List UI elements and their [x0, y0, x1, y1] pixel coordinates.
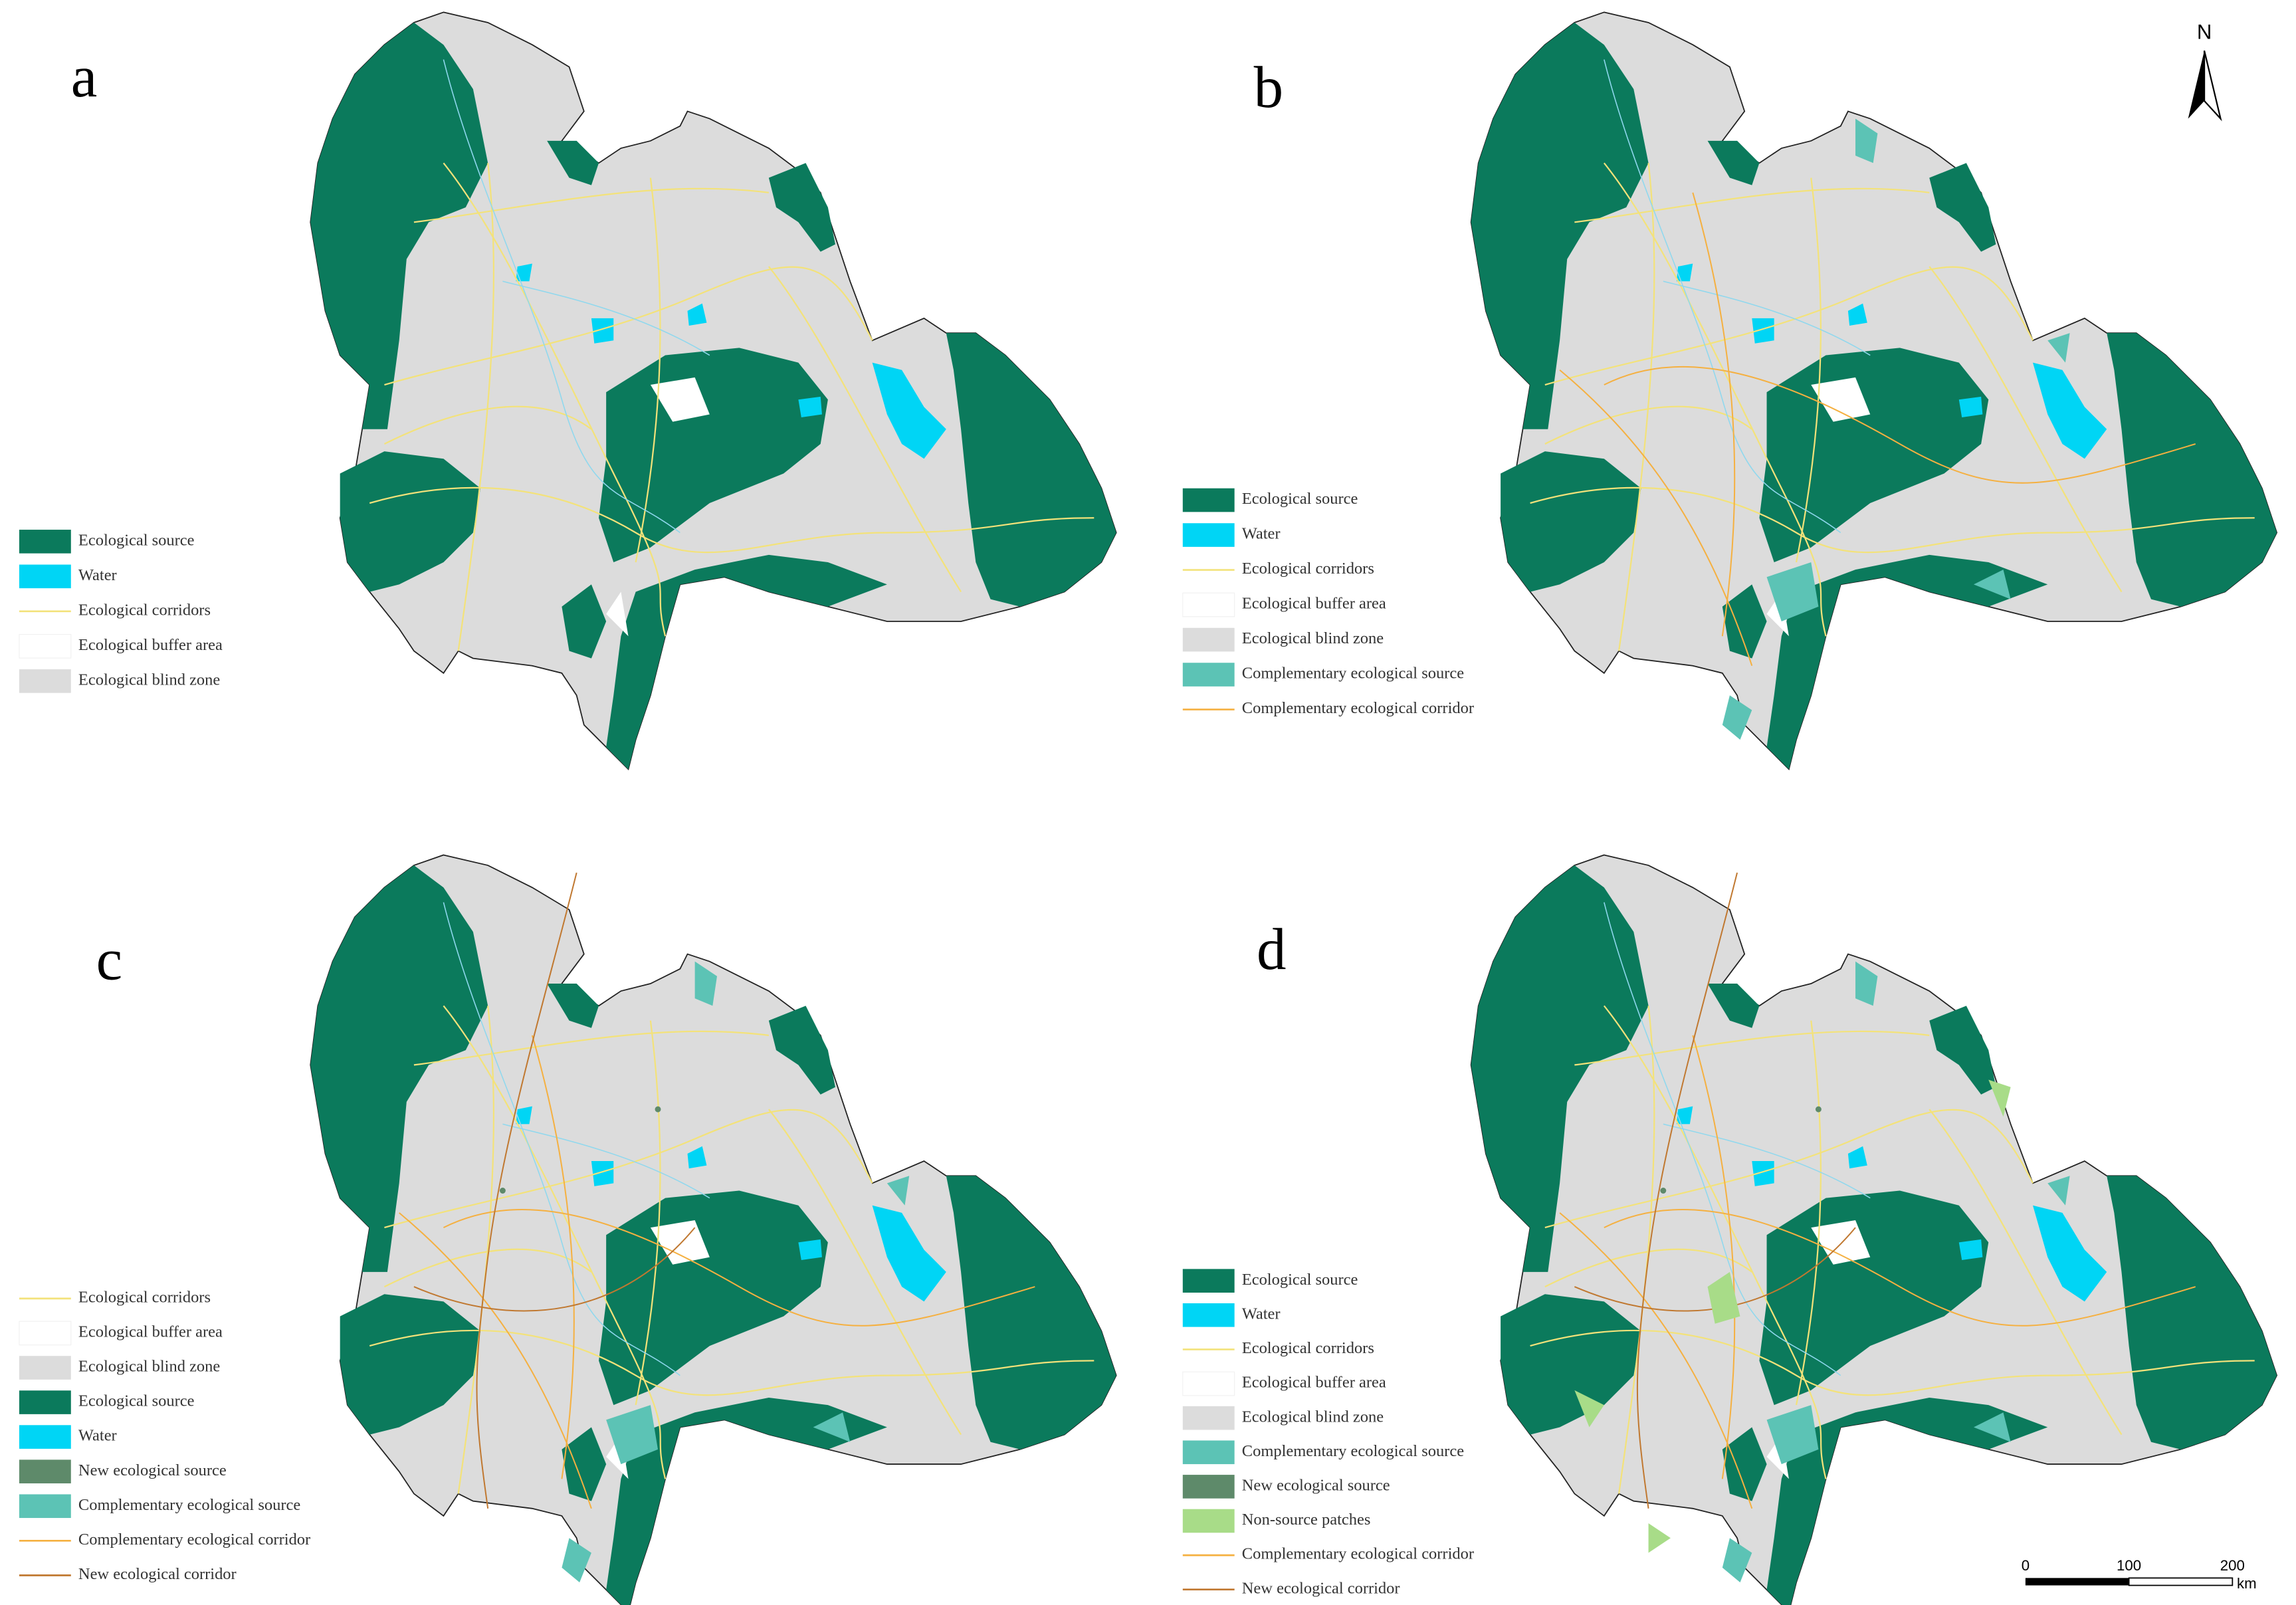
legend-label: Water — [1242, 1305, 1281, 1323]
legend-swatch — [1182, 1406, 1235, 1430]
legend-swatch — [19, 1494, 71, 1519]
legend-swatch — [1182, 1371, 1235, 1396]
legend-label: New ecological source — [78, 1461, 227, 1479]
map — [310, 11, 1117, 770]
north-label: N — [2197, 20, 2212, 43]
scale-tick-label: 100 — [2117, 1557, 2141, 1574]
legend-label: Ecological corridors — [78, 601, 211, 619]
legend-label: Complementary ecological source — [1242, 1442, 1464, 1460]
legend-label: Ecological blind zone — [78, 1358, 220, 1376]
panel-label: a — [71, 45, 97, 110]
legend-label: New ecological corridor — [1242, 1579, 1400, 1597]
legend-label: Ecological buffer area — [78, 1323, 223, 1341]
legend-label: Ecological buffer area — [1242, 1374, 1386, 1392]
legend-swatch — [19, 1390, 71, 1414]
map — [1470, 854, 2278, 1605]
legend-label: New ecological source — [1242, 1476, 1390, 1494]
legend-swatch — [1182, 523, 1235, 547]
legend-swatch — [1182, 627, 1235, 652]
panel: b Ecological source Water Ecological corrid… — [1182, 11, 2278, 770]
legend-swatch — [19, 669, 71, 693]
scale-bar-white — [2128, 1577, 2234, 1586]
panel: c Ecological corridors Ecological buffer a… — [19, 854, 1117, 1605]
legend-label: Ecological source — [1242, 490, 1358, 508]
legend-label: Water — [78, 566, 117, 584]
legend-swatch — [19, 1425, 71, 1449]
legend-swatch — [19, 1321, 72, 1346]
legend-label: Complementary ecological source — [1242, 665, 1464, 683]
panel-label: b — [1254, 55, 1283, 120]
panel: a Ecological source Water Ecological corrid… — [19, 11, 1117, 770]
legend-swatch — [1182, 1440, 1235, 1465]
scale-tick-label: 0 — [2022, 1557, 2030, 1574]
panel: d Ecological source Water Ecological corrid… — [1182, 854, 2278, 1605]
legend-label: Ecological buffer area — [1242, 595, 1386, 613]
scale-bar-black — [2025, 1578, 2129, 1586]
legend-swatch — [1182, 488, 1235, 512]
legend-label: Ecological corridors — [78, 1289, 211, 1307]
legend-label: Complementary ecological source — [78, 1496, 300, 1514]
panel-label: c — [96, 927, 123, 992]
legend-label: Non-source patches — [1242, 1511, 1371, 1529]
arrow-left — [2188, 51, 2205, 119]
legend-swatch — [1182, 663, 1235, 687]
scale-tick-label: 200 — [2220, 1557, 2245, 1574]
legend-label: Ecological corridors — [1242, 1339, 1374, 1357]
legend-label: Complementary ecological corridor — [78, 1531, 310, 1549]
legend-label: Ecological corridors — [1242, 560, 1374, 578]
legend-label: Ecological blind zone — [78, 671, 220, 689]
arrow-right — [2203, 50, 2222, 122]
legend-swatch — [19, 1356, 71, 1380]
map — [310, 854, 1117, 1605]
legend-label: Complementary ecological corridor — [1242, 699, 1474, 717]
north-arrow: N — [2188, 20, 2222, 122]
legend-swatch — [1182, 1509, 1235, 1533]
legend-label: New ecological corridor — [78, 1565, 237, 1583]
legend-label: Ecological source — [78, 531, 195, 549]
legend-swatch — [1182, 592, 1235, 617]
panel-label: d — [1257, 917, 1286, 982]
legend-label: Ecological source — [78, 1392, 195, 1410]
panels: a Ecological source Water Ecological corrid… — [19, 11, 2278, 1605]
scale-unit: km — [2237, 1575, 2257, 1592]
legend-label: Water — [1242, 525, 1281, 543]
legend-label: Ecological buffer area — [78, 636, 223, 654]
map — [1470, 11, 2278, 770]
legend-swatch — [1182, 1303, 1235, 1327]
legend-label: Ecological blind zone — [1242, 1408, 1384, 1426]
legend-label: Water — [78, 1427, 117, 1445]
legend-swatch — [1182, 1475, 1235, 1499]
legend-label: Ecological source — [1242, 1271, 1358, 1289]
legend-swatch — [19, 633, 72, 659]
legend-swatch — [19, 530, 71, 554]
legend-label: Ecological blind zone — [1242, 629, 1384, 647]
legend-swatch — [1182, 1269, 1235, 1293]
legend-swatch — [19, 564, 71, 589]
legend-swatch — [19, 1459, 71, 1483]
legend-label: Complementary ecological corridor — [1242, 1545, 1474, 1563]
